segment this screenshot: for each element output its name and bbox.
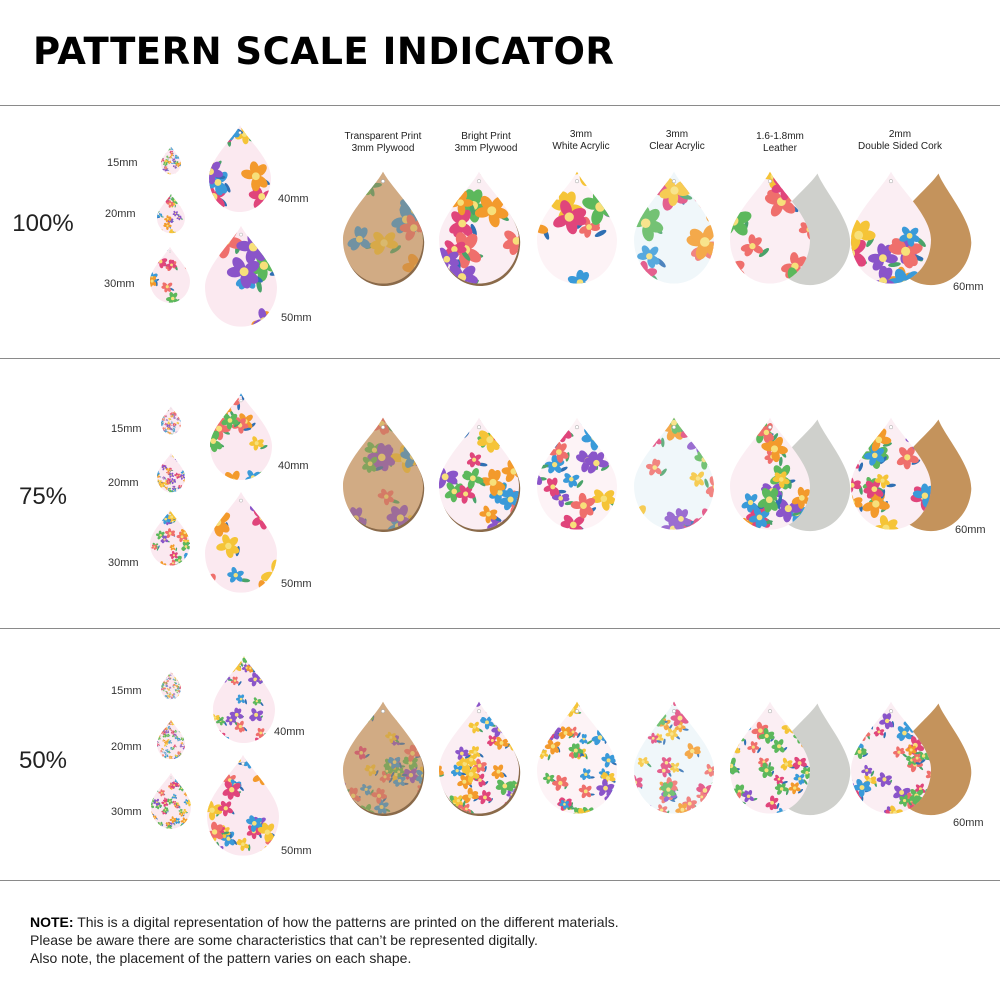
material-sample-plywood-bright — [439, 171, 521, 286]
divider — [0, 358, 1000, 359]
note-label: NOTE: — [30, 914, 74, 930]
material-sample-leather — [730, 417, 851, 531]
size-label-40mm: 40mm — [278, 460, 309, 472]
column-header-bright-plywood: Bright Print 3mm Plywood — [454, 131, 518, 154]
size-sample-50mm — [205, 225, 277, 327]
size-label-60mm: 60mm — [955, 524, 986, 536]
column-header-cork: 2mm Double Sided Cork — [858, 129, 942, 152]
size-sample-30mm — [150, 246, 190, 303]
column-header-white-acrylic: 3mm White Acrylic — [552, 129, 610, 152]
size-sample-40mm — [210, 393, 272, 481]
size-sample-40mm — [209, 125, 271, 213]
size-sample-30mm — [150, 509, 190, 566]
material-sample-plywood-transparent — [343, 171, 425, 286]
size-label-20mm: 20mm — [108, 477, 139, 489]
divider — [0, 880, 1000, 881]
divider — [0, 105, 1000, 106]
size-sample-20mm — [157, 453, 185, 493]
material-sample-white-acrylic — [537, 171, 617, 284]
size-sample-40mm — [213, 656, 275, 744]
material-sample-plywood-bright — [439, 417, 521, 532]
size-sample-15mm — [161, 146, 181, 175]
size-label-60mm: 60mm — [953, 817, 984, 829]
material-sample-plywood-transparent — [343, 417, 425, 532]
size-sample-50mm — [205, 491, 277, 593]
scale-label: 75% — [18, 483, 68, 510]
material-sample-cork — [851, 171, 972, 285]
size-label-30mm: 30mm — [111, 806, 142, 818]
divider — [0, 628, 1000, 629]
note-text: NOTE: This is a digital representation o… — [30, 913, 970, 967]
size-sample-20mm — [157, 720, 185, 760]
page-title: PATTERN SCALE INDICATOR — [33, 30, 615, 73]
size-label-30mm: 30mm — [108, 557, 139, 569]
size-label-50mm: 50mm — [281, 312, 312, 324]
scale-label: 100% — [12, 210, 74, 237]
scale-section-50: 50% 15mm 20mm 30mm 40mm 50mm 60mm — [0, 629, 1000, 880]
size-label-15mm: 15mm — [107, 157, 138, 169]
material-sample-clear-acrylic — [634, 701, 714, 814]
material-sample-white-acrylic — [537, 701, 617, 814]
material-sample-cork — [851, 701, 972, 815]
note-line-2: Please be aware there are some character… — [30, 932, 538, 948]
column-header-clear-acrylic: 3mm Clear Acrylic — [649, 129, 705, 152]
size-label-15mm: 15mm — [111, 685, 142, 697]
material-sample-leather — [730, 701, 851, 815]
size-label-60mm: 60mm — [953, 281, 984, 293]
material-sample-white-acrylic — [537, 417, 617, 530]
material-sample-plywood-transparent — [343, 701, 425, 816]
size-label-40mm: 40mm — [278, 193, 309, 205]
material-sample-plywood-bright — [439, 701, 521, 816]
material-sample-clear-acrylic — [634, 417, 714, 530]
size-sample-50mm — [207, 754, 279, 856]
material-sample-leather — [730, 171, 851, 285]
size-label-20mm: 20mm — [105, 208, 136, 220]
size-sample-20mm — [157, 194, 185, 234]
size-label-50mm: 50mm — [281, 845, 312, 857]
material-sample-clear-acrylic — [634, 171, 714, 284]
scale-section-75: 75% 15mm 20mm 30mm 40mm 50mm 60mm — [0, 359, 1000, 628]
material-sample-cork — [851, 417, 972, 531]
column-header-leather: 1.6-1.8mm Leather — [756, 131, 804, 154]
column-header-transparent-plywood: Transparent Print 3mm Plywood — [344, 131, 422, 154]
note-line-3: Also note, the placement of the pattern … — [30, 950, 412, 966]
scale-label: 50% — [18, 747, 68, 774]
note-line-1: This is a digital representation of how … — [73, 914, 619, 930]
size-label-50mm: 50mm — [281, 578, 312, 590]
size-label-15mm: 15mm — [111, 423, 142, 435]
size-label-20mm: 20mm — [111, 741, 142, 753]
size-sample-15mm — [161, 406, 181, 435]
size-sample-30mm — [151, 772, 191, 829]
size-label-30mm: 30mm — [104, 278, 135, 290]
scale-section-100: 100% 15mm 20mm 30mm 40mm 50mm 60mm — [0, 106, 1000, 358]
size-sample-15mm — [161, 671, 181, 700]
size-label-40mm: 40mm — [274, 726, 305, 738]
